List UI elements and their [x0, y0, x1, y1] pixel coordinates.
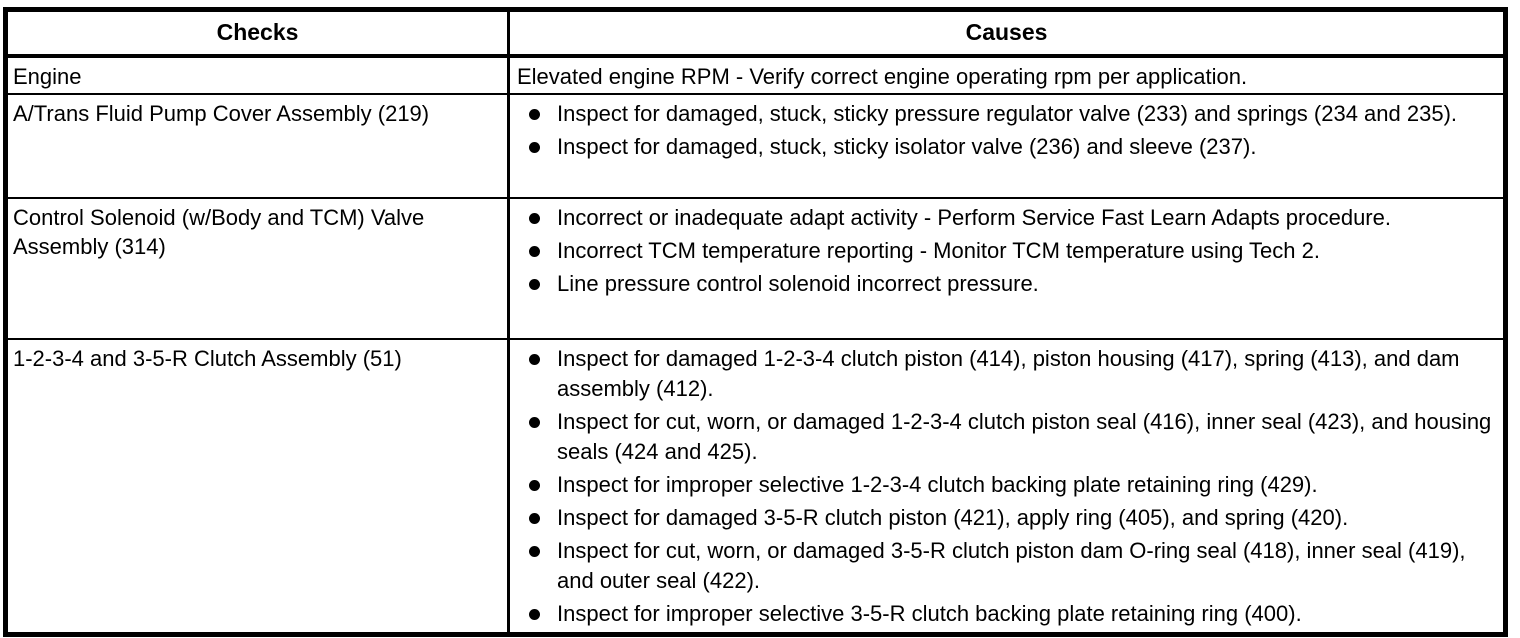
check-cell: Engine — [5, 55, 509, 94]
cause-text: Line pressure control solenoid incorrect… — [557, 271, 1039, 296]
bullet-icon — [529, 354, 540, 365]
bullet-icon — [529, 546, 540, 557]
cause-list: Inspect for damaged 1-2-3-4 clutch pisto… — [510, 344, 1503, 629]
cause-item: Inspect for damaged 3-5-R clutch piston … — [510, 503, 1497, 533]
cause-item: Inspect for improper selective 3-5-R clu… — [510, 599, 1497, 629]
check-cell: Control Solenoid (w/Body and TCM) Valve … — [5, 197, 509, 339]
cause-item: Inspect for cut, worn, or damaged 3-5-R … — [510, 536, 1497, 596]
bullet-icon — [529, 279, 540, 290]
check-cell: A/Trans Fluid Pump Cover Assembly (219) — [5, 93, 509, 198]
causes-column-header: Causes — [507, 9, 1506, 58]
cause-text: Incorrect or inadequate adapt activity -… — [557, 205, 1391, 230]
bullet-icon — [529, 142, 540, 153]
cause-text: Inspect for improper selective 3-5-R clu… — [557, 601, 1302, 626]
header-row: Checks Causes — [5, 9, 1506, 58]
checks-column-header: Checks — [5, 9, 509, 58]
cause-text: Inspect for damaged 1-2-3-4 clutch pisto… — [557, 346, 1460, 401]
cause-item: Incorrect TCM temperature reporting - Mo… — [510, 236, 1497, 266]
bullet-icon — [529, 609, 540, 620]
table-row-engine: Engine Elevated engine RPM - Verify corr… — [5, 55, 1506, 94]
check-cell: 1-2-3-4 and 3-5-R Clutch Assembly (51) — [5, 338, 509, 635]
causes-cell: Inspect for damaged 1-2-3-4 clutch pisto… — [507, 338, 1506, 635]
cause-item: Inspect for damaged, stuck, sticky isola… — [510, 132, 1497, 162]
bullet-icon — [529, 246, 540, 257]
cause-text: Inspect for cut, worn, or damaged 3-5-R … — [557, 538, 1466, 593]
cause-text: Elevated engine RPM - Verify correct eng… — [517, 64, 1248, 89]
causes-cell: Incorrect or inadequate adapt activity -… — [507, 197, 1506, 339]
bullet-icon — [529, 417, 540, 428]
cause-item: Inspect for improper selective 1-2-3-4 c… — [510, 470, 1497, 500]
table-row-clutch-assembly: 1-2-3-4 and 3-5-R Clutch Assembly (51) I… — [5, 338, 1506, 635]
cause-text: Inspect for damaged, stuck, sticky isola… — [557, 134, 1257, 159]
cause-text: Inspect for damaged, stuck, sticky press… — [557, 101, 1458, 126]
cause-text: Incorrect TCM temperature reporting - Mo… — [557, 238, 1320, 263]
cause-text: Inspect for damaged 3-5-R clutch piston … — [557, 505, 1349, 530]
table-row-pump-cover: A/Trans Fluid Pump Cover Assembly (219) … — [5, 93, 1506, 198]
bullet-icon — [529, 480, 540, 491]
cause-item: Incorrect or inadequate adapt activity -… — [510, 203, 1497, 233]
cause-item: Line pressure control solenoid incorrect… — [510, 269, 1497, 299]
cause-list: Incorrect or inadequate adapt activity -… — [510, 203, 1503, 299]
bullet-icon — [529, 213, 540, 224]
cause-item: Inspect for cut, worn, or damaged 1-2-3-… — [510, 407, 1497, 467]
cause-list: Inspect for damaged, stuck, sticky press… — [510, 99, 1503, 162]
causes-cell: Inspect for damaged, stuck, sticky press… — [507, 93, 1506, 198]
cause-item: Inspect for damaged 1-2-3-4 clutch pisto… — [510, 344, 1497, 404]
causes-cell: Elevated engine RPM - Verify correct eng… — [507, 55, 1506, 94]
bullet-icon — [529, 513, 540, 524]
bullet-icon — [529, 109, 540, 120]
cause-text: Inspect for improper selective 1-2-3-4 c… — [557, 472, 1318, 497]
checks-causes-table: Checks Causes Engine Elevated engine RPM… — [3, 7, 1508, 637]
cause-item: Inspect for damaged, stuck, sticky press… — [510, 99, 1497, 129]
table-row-control-solenoid: Control Solenoid (w/Body and TCM) Valve … — [5, 197, 1506, 339]
cause-text: Inspect for cut, worn, or damaged 1-2-3-… — [557, 409, 1492, 464]
